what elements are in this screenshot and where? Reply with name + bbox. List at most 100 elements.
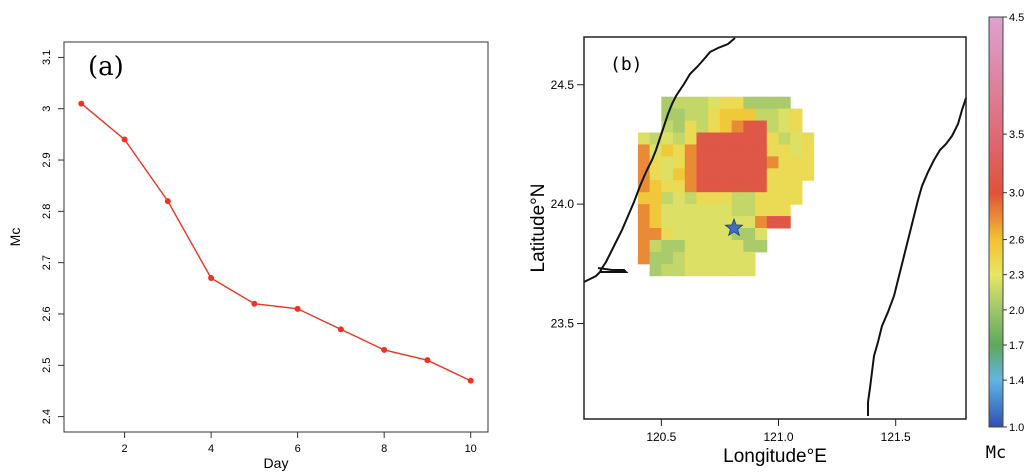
panel-a-data-point bbox=[121, 136, 128, 143]
colorbar-tick-label: 3.0 bbox=[1009, 188, 1024, 200]
panel-b-label: (b) bbox=[610, 54, 643, 75]
panel-b-y-ticks: 23.5 24.0 24.5 bbox=[551, 78, 584, 331]
heatmap-cell bbox=[778, 132, 791, 145]
colorbar-tick-label: 1.4 bbox=[1009, 375, 1024, 387]
heatmap-cell bbox=[719, 239, 733, 253]
heatmap-cell bbox=[743, 204, 756, 217]
heatmap-cell bbox=[637, 204, 651, 217]
heatmap-cell bbox=[637, 156, 651, 169]
panel-a-x-tick-label: 4 bbox=[208, 443, 214, 455]
heatmap-cell bbox=[661, 144, 674, 157]
heatmap-cell bbox=[790, 108, 803, 122]
panel-a-y-tick-label: 2.4 bbox=[41, 409, 53, 424]
panel-a-data-point bbox=[337, 326, 344, 333]
panel-a-data-point bbox=[424, 357, 431, 364]
heatmap-cell bbox=[790, 144, 803, 157]
panel-b-x-tick-label: 121.0 bbox=[763, 430, 793, 444]
heatmap-cell bbox=[708, 156, 721, 169]
heatmap-cell bbox=[755, 216, 768, 229]
panel-b-heatmap-map: 120.5 121.0 121.5 23.5 24.0 24.5 (b) Longitu… bbox=[528, 12, 1024, 467]
heatmap-cell bbox=[801, 132, 815, 145]
heatmap-cell bbox=[719, 96, 733, 110]
heatmap-cell bbox=[755, 156, 768, 169]
heatmap-cell bbox=[743, 239, 756, 253]
heatmap-cell bbox=[684, 251, 697, 265]
heatmap-cell bbox=[755, 144, 768, 157]
heatmap-cell bbox=[684, 263, 697, 277]
heatmap-cell bbox=[649, 251, 662, 265]
heatmap-cell bbox=[708, 251, 721, 265]
heatmap-cell bbox=[719, 108, 733, 122]
heatmap-cell bbox=[649, 204, 662, 217]
heatmap-cell bbox=[673, 144, 686, 157]
heatmap-cell bbox=[719, 228, 733, 241]
heatmap-cell bbox=[673, 120, 686, 133]
heatmap-cell bbox=[684, 168, 697, 181]
panel-a-y-tick-label: 2.7 bbox=[41, 255, 53, 270]
heatmap-cell bbox=[684, 96, 697, 110]
heatmap-cell bbox=[684, 132, 697, 145]
panel-a-data-point bbox=[294, 305, 301, 312]
heatmap-cell bbox=[801, 168, 815, 181]
colorbar-tick-label: 3.5 bbox=[1009, 129, 1024, 141]
heatmap-cell bbox=[661, 228, 674, 241]
heatmap-cell bbox=[719, 156, 733, 169]
heatmap-cell bbox=[696, 96, 709, 110]
heatmap-cell bbox=[673, 96, 686, 110]
panel-b-y-tick-label: 23.5 bbox=[551, 317, 575, 331]
panel-a-y-tick-label: 2.9 bbox=[41, 152, 53, 167]
heatmap-cell bbox=[684, 108, 697, 122]
heatmap-cell bbox=[684, 216, 697, 229]
panel-a-line-chart: 2 4 6 8 10 2.4 2.5 2.6 2.7 2.8 2.9 3 3.1 (a) Day Mc bbox=[7, 41, 489, 471]
heatmap-cell bbox=[731, 144, 744, 157]
heatmap-cell bbox=[708, 132, 721, 145]
heatmap-cell bbox=[673, 216, 686, 229]
heatmap-cell bbox=[731, 251, 744, 265]
heatmap-cell bbox=[801, 144, 815, 157]
heatmap-cell bbox=[743, 180, 756, 193]
heatmap-cell bbox=[790, 132, 803, 145]
heatmap-cell bbox=[673, 192, 686, 205]
heatmap-cell bbox=[790, 192, 803, 205]
panel-a-x-tick-label: 8 bbox=[381, 443, 387, 455]
heatmap-cell bbox=[696, 108, 709, 122]
heatmap-cell bbox=[673, 156, 686, 169]
panel-b-x-ticks: 120.5 121.0 121.5 bbox=[646, 419, 911, 444]
panel-a-label: (a) bbox=[88, 52, 124, 82]
heatmap-cell bbox=[684, 239, 697, 253]
heatmap-cell bbox=[731, 108, 744, 122]
heatmap-cell bbox=[696, 251, 709, 265]
heatmap-cell bbox=[790, 180, 803, 193]
heatmap-cell bbox=[731, 132, 744, 145]
heatmap-cell bbox=[778, 204, 791, 217]
panel-b-y-tick-label: 24.0 bbox=[551, 197, 575, 211]
panel-b-x-tick-label: 121.5 bbox=[881, 430, 911, 444]
panel-a-y-tick-label: 3 bbox=[41, 106, 53, 112]
panel-a-y-ticks: 2.4 2.5 2.6 2.7 2.8 2.9 3 3.1 bbox=[41, 50, 64, 424]
panel-a-data-point bbox=[164, 198, 171, 205]
heatmap-cell bbox=[649, 228, 662, 241]
heatmap-cell bbox=[743, 216, 756, 229]
heatmap-cell bbox=[766, 216, 780, 229]
panel-b-y-axis-label: Latitude°N bbox=[528, 184, 549, 273]
heatmap-cell bbox=[673, 251, 686, 265]
heatmap-cell bbox=[731, 120, 744, 133]
panel-a-data-point bbox=[467, 377, 474, 384]
heatmap-cell bbox=[766, 180, 780, 193]
heatmap-cell bbox=[743, 120, 756, 133]
heatmap-cell bbox=[649, 263, 662, 277]
heatmap-cell bbox=[731, 168, 744, 181]
heatmap-cell bbox=[684, 144, 697, 157]
heatmap-cell bbox=[719, 168, 733, 181]
heatmap-cell bbox=[708, 144, 721, 157]
panel-a-series bbox=[78, 100, 474, 384]
colorbar-tick-label: 2.6 bbox=[1009, 235, 1024, 247]
heatmap-cell bbox=[684, 156, 697, 169]
heatmap-cell bbox=[719, 120, 733, 133]
panel-a-x-tick-label: 2 bbox=[122, 443, 128, 455]
panel-a-x-tick-label: 6 bbox=[295, 443, 301, 455]
colorbar-tick-label: 2.3 bbox=[1009, 270, 1024, 282]
heatmap-cell bbox=[696, 120, 709, 133]
heatmap-cell bbox=[708, 120, 721, 133]
heatmap-cell bbox=[755, 108, 768, 122]
